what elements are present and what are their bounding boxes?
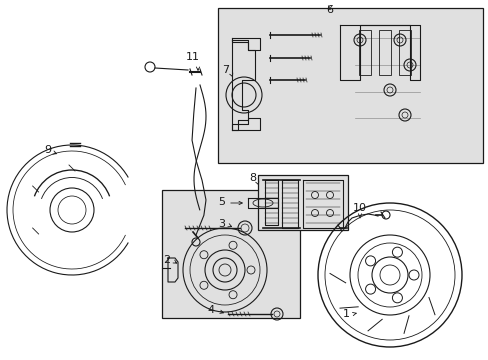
Text: 11: 11: [185, 52, 200, 62]
Bar: [378, 30, 390, 75]
Bar: [162, 190, 299, 318]
Text: 10: 10: [352, 203, 366, 213]
Bar: [398, 30, 410, 75]
Text: 2: 2: [163, 255, 170, 265]
Text: 8: 8: [248, 173, 256, 183]
Bar: [218, 8, 482, 163]
Text: 3: 3: [218, 219, 224, 229]
Text: 5: 5: [218, 197, 224, 207]
Text: 9: 9: [44, 145, 51, 155]
Text: 1: 1: [342, 309, 349, 319]
Bar: [358, 30, 370, 75]
Bar: [258, 175, 347, 230]
Text: 7: 7: [222, 65, 228, 75]
Text: 4: 4: [207, 305, 215, 315]
Text: 6: 6: [326, 5, 333, 15]
